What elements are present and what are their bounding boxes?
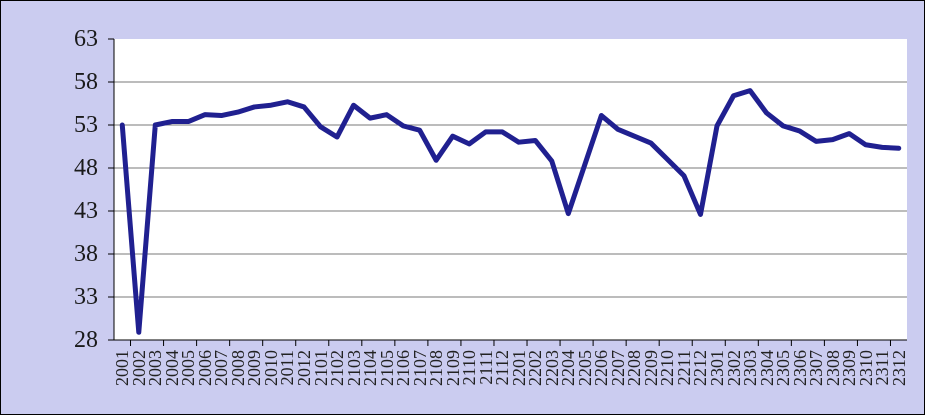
y-axis-tick-label: 33 xyxy=(74,284,98,310)
y-axis-tick-label: 28 xyxy=(74,327,98,353)
x-axis-tick-label: 2312 xyxy=(888,350,909,386)
y-axis-tick-label: 53 xyxy=(74,112,98,138)
y-axis-tick-label: 48 xyxy=(74,155,98,181)
y-axis-tick-label: 43 xyxy=(74,198,98,224)
pmi-series-line xyxy=(119,88,902,335)
y-axis-tick-label: 63 xyxy=(74,26,98,52)
y-axis-tick-label: 38 xyxy=(74,241,98,267)
y-axis-tick-label: 58 xyxy=(74,69,98,95)
plot-area xyxy=(114,39,907,340)
